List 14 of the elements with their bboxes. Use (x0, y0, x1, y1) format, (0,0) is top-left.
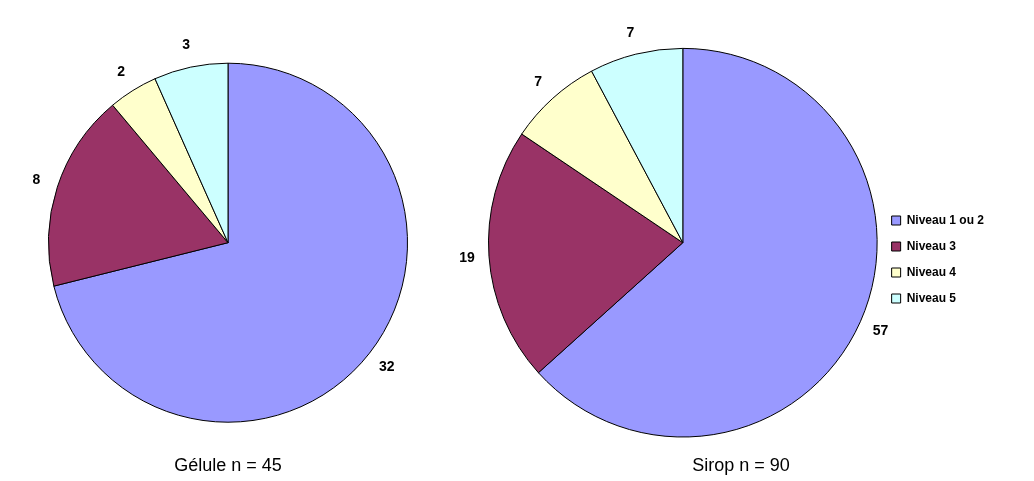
data-label: 32 (379, 357, 395, 374)
text: Sirop n = 90 (692, 455, 790, 476)
text: Gélule n = 45 (174, 455, 282, 476)
legend-label: Niveau 1 ou 2 (906, 212, 985, 227)
legend-label: Niveau 5 (906, 290, 957, 305)
legend-label: Niveau 4 (906, 264, 957, 279)
data-label: 2 (117, 62, 126, 79)
data-label: 19 (459, 248, 476, 265)
data-label: 7 (626, 23, 635, 40)
legend-label: Niveau 3 (906, 238, 957, 253)
data-label: 3 (182, 36, 191, 53)
data-label: 57 (872, 321, 889, 338)
data-label: 8 (32, 171, 41, 188)
data-label: 7 (534, 72, 543, 89)
